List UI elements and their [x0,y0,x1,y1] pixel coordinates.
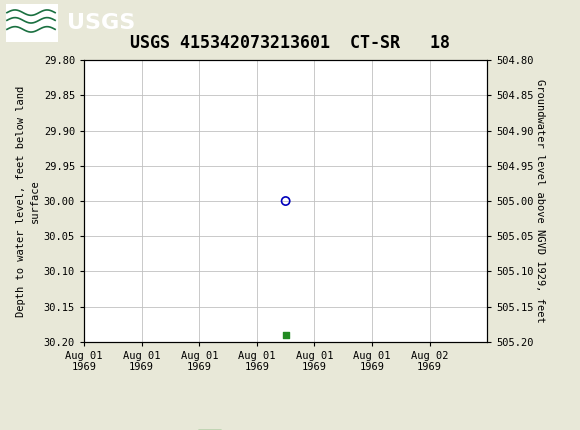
Y-axis label: Groundwater level above NGVD 1929, feet: Groundwater level above NGVD 1929, feet [535,79,545,323]
Point [281,198,290,205]
FancyBboxPatch shape [6,3,58,42]
Legend: Period of approved data: Period of approved data [194,425,378,430]
Y-axis label: Depth to water level, feet below land
surface: Depth to water level, feet below land su… [16,86,39,316]
Point [281,332,290,338]
Text: USGS 415342073213601  CT-SR   18: USGS 415342073213601 CT-SR 18 [130,34,450,52]
Text: USGS: USGS [67,12,135,33]
